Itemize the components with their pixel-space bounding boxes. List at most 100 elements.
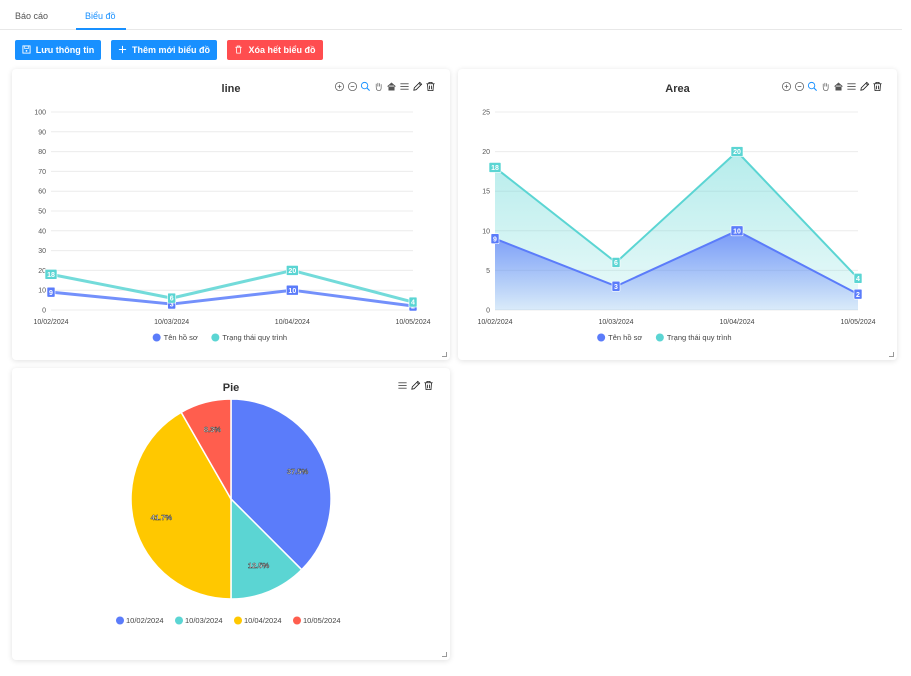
y-tick-label: 25: [482, 110, 490, 117]
data-label-box: [611, 280, 621, 292]
data-label: 6: [614, 260, 618, 267]
legend-label: 10/04/2024: [244, 616, 282, 625]
menu-icon[interactable]: [397, 380, 408, 391]
zoom-out-icon[interactable]: [794, 81, 805, 92]
data-label-box: [408, 296, 418, 308]
data-label: 6: [170, 296, 174, 303]
zoom-in-icon[interactable]: [334, 81, 345, 92]
x-tick-label: 10/03/2024: [598, 319, 633, 326]
plus-icon: [118, 45, 127, 56]
data-label: 9: [493, 236, 497, 243]
series-line: [494, 150, 859, 280]
data-label-box: [44, 269, 58, 280]
data-label: 18: [47, 272, 55, 279]
data-label-box: [490, 233, 500, 245]
pie-slice: [230, 398, 332, 571]
add-chart-button[interactable]: Thêm mới biểu đồ: [111, 40, 217, 60]
y-tick-label: 60: [38, 189, 46, 196]
data-label-box: [286, 265, 299, 276]
pie-slice: [180, 398, 232, 502]
data-label: 3: [614, 284, 618, 291]
y-tick-label: 100: [34, 110, 46, 117]
y-tick-label: 20: [482, 149, 490, 156]
data-label-box: [46, 286, 56, 298]
legend-marker: [116, 616, 124, 625]
pie-slice: [130, 411, 232, 600]
legend-label: Trạng thái quy trình: [222, 333, 287, 342]
x-tick-label: 10/05/2024: [395, 319, 430, 326]
edit-pencil-icon[interactable]: [410, 380, 421, 391]
pan-hand-icon[interactable]: [373, 81, 384, 92]
chart-title: Pie: [222, 382, 240, 394]
y-tick-label: 10: [38, 288, 46, 295]
x-tick-label: 10/04/2024: [719, 319, 754, 326]
resize-handle[interactable]: [889, 352, 894, 357]
pie-chart: 37.5% 12.5% 41.7% 8.3% 10/02/2024 10/03/2024 1…: [116, 398, 341, 625]
selection-zoom-icon[interactable]: [360, 81, 371, 92]
resize-handle[interactable]: [442, 352, 447, 357]
reset-home-icon[interactable]: [386, 81, 397, 92]
legend-label: 10/03/2024: [185, 616, 223, 625]
data-label: 18: [491, 165, 499, 172]
chart-toolbox: [334, 81, 436, 92]
clear-charts-button-label: Xóa hết biểu đồ: [248, 45, 316, 55]
y-tick-label: 70: [38, 169, 46, 176]
data-label: 20: [288, 268, 296, 275]
delete-trash-icon[interactable]: [423, 380, 434, 391]
tab-report[interactable]: Báo cáo: [15, 11, 49, 21]
save-button[interactable]: Lưu thông tin: [15, 40, 101, 60]
legend-label: Trạng thái quy trình: [667, 333, 732, 342]
data-label-box: [730, 225, 744, 237]
zoom-out-icon[interactable]: [347, 81, 358, 92]
data-label: 10: [288, 288, 296, 295]
y-tick-label: 40: [38, 228, 46, 235]
data-label: 4: [411, 300, 415, 307]
save-icon: [22, 44, 31, 56]
chart-toolbox: [397, 380, 434, 391]
selection-zoom-icon[interactable]: [807, 81, 818, 92]
legend-marker: [234, 616, 242, 625]
y-tick-label: 5: [486, 268, 490, 275]
pie-data-label: 37.5%: [287, 467, 309, 476]
series-line: [50, 268, 414, 304]
x-tick-label: 10/05/2024: [840, 319, 875, 326]
data-label: 10: [733, 228, 741, 235]
chart-title: line: [221, 83, 241, 95]
pan-hand-icon[interactable]: [820, 81, 831, 92]
data-label-box: [167, 292, 176, 304]
menu-icon[interactable]: [399, 81, 410, 92]
data-label: 4: [856, 276, 860, 283]
edit-pencil-icon[interactable]: [412, 81, 423, 92]
add-chart-button-label: Thêm mới biểu đồ: [132, 45, 210, 55]
line-chart-card: line 0 10 20 30 40 50 60 70 80 90 100 10/02/2024 10/…: [12, 69, 450, 360]
area-chart: 0 5 10 15 20 25 10/02/2024 10/03/2024 10/04/2024…: [477, 110, 875, 343]
legend-marker: [175, 616, 183, 625]
y-tick-label: 30: [38, 248, 46, 255]
chart-title: Area: [665, 83, 690, 95]
zoom-in-icon[interactable]: [781, 81, 792, 92]
chart-toolbox: [781, 81, 883, 92]
clear-charts-button[interactable]: Xóa hết biểu đồ: [227, 40, 323, 60]
data-label: 2: [856, 292, 860, 299]
resize-handle[interactable]: [442, 652, 447, 657]
active-tab-indicator: [76, 28, 126, 30]
tab-charts[interactable]: Biểu đồ: [85, 11, 116, 21]
edit-pencil-icon[interactable]: [859, 81, 870, 92]
pie-slice: [230, 497, 303, 600]
series-line: [50, 288, 414, 308]
reset-home-icon[interactable]: [833, 81, 844, 92]
data-label: 20: [733, 149, 741, 156]
menu-icon[interactable]: [846, 81, 857, 92]
delete-trash-icon[interactable]: [425, 81, 436, 92]
data-label: 9: [49, 290, 53, 297]
legend-marker: [152, 333, 161, 342]
tab-bar: Báo cáo Biểu đồ: [0, 0, 902, 30]
x-tick-label: 10/04/2024: [275, 319, 310, 326]
delete-trash-icon[interactable]: [872, 81, 883, 92]
legend-marker: [293, 616, 301, 625]
data-label-box: [286, 284, 299, 296]
data-label-box: [488, 162, 502, 173]
legend-label: Tên hồ sơ: [164, 333, 198, 342]
data-label-box: [853, 288, 863, 300]
data-label-box: [853, 273, 863, 284]
